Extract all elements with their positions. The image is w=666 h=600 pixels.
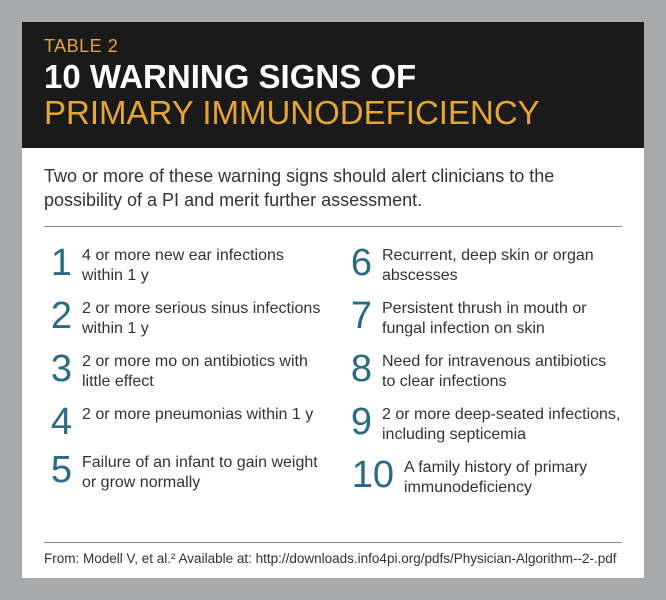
sign-item: 1 4 or more new ear infections within 1 … <box>44 239 322 292</box>
subtitle-text: Two or more of these warning signs shoul… <box>22 148 644 227</box>
title-line2: PRIMARY IMMUNODEFICIENCY <box>44 95 622 131</box>
sign-text: 2 or more pneumonias within 1 y <box>82 404 313 425</box>
sign-item: 6 Recurrent, deep skin or organ abscesse… <box>344 239 622 292</box>
sign-text: Failure of an infant to gain weight or g… <box>82 452 322 493</box>
table-header: TABLE 2 10 WARNING SIGNS OF PRIMARY IMMU… <box>22 22 644 148</box>
sign-text: A family history of primary immunodefici… <box>404 457 622 498</box>
sign-item: 8 Need for intravenous antibiotics to cl… <box>344 345 622 398</box>
sign-item: 9 2 or more deep-seated infections, incl… <box>344 398 622 451</box>
signs-column-left: 1 4 or more new ear infections within 1 … <box>44 239 322 532</box>
table-card: TABLE 2 10 WARNING SIGNS OF PRIMARY IMMU… <box>22 22 644 578</box>
sign-item: 3 2 or more mo on antibiotics with littl… <box>44 345 322 398</box>
title-line1: 10 WARNING SIGNS OF <box>44 59 622 95</box>
signs-list: 1 4 or more new ear infections within 1 … <box>22 227 644 542</box>
table-label: TABLE 2 <box>44 36 622 57</box>
sign-number: 10 <box>344 457 394 493</box>
sign-item: 4 2 or more pneumonias within 1 y <box>44 398 322 446</box>
sign-text: Need for intravenous antibiotics to clea… <box>382 351 622 392</box>
sign-number: 2 <box>44 298 72 334</box>
sign-number: 4 <box>44 404 72 440</box>
source-citation: From: Modell V, et al.² Available at: ht… <box>22 543 644 578</box>
sign-text: 2 or more mo on antibiotics with little … <box>82 351 322 392</box>
sign-text: 4 or more new ear infections within 1 y <box>82 245 322 286</box>
sign-text: 2 or more deep-seated infections, includ… <box>382 404 622 445</box>
sign-number: 8 <box>344 351 372 387</box>
sign-number: 5 <box>44 452 72 488</box>
sign-number: 7 <box>344 298 372 334</box>
sign-number: 6 <box>344 245 372 281</box>
sign-item: 10 A family history of primary immunodef… <box>344 451 622 504</box>
sign-item: 5 Failure of an infant to gain weight or… <box>44 446 322 499</box>
sign-number: 9 <box>344 404 372 440</box>
sign-item: 7 Persistent thrush in mouth or fungal i… <box>344 292 622 345</box>
sign-item: 2 2 or more serious sinus infections wit… <box>44 292 322 345</box>
sign-number: 1 <box>44 245 72 281</box>
signs-column-right: 6 Recurrent, deep skin or organ abscesse… <box>344 239 622 532</box>
sign-text: Recurrent, deep skin or organ abscesses <box>382 245 622 286</box>
sign-number: 3 <box>44 351 72 387</box>
sign-text: 2 or more serious sinus infections withi… <box>82 298 322 339</box>
sign-text: Persistent thrush in mouth or fungal inf… <box>382 298 622 339</box>
